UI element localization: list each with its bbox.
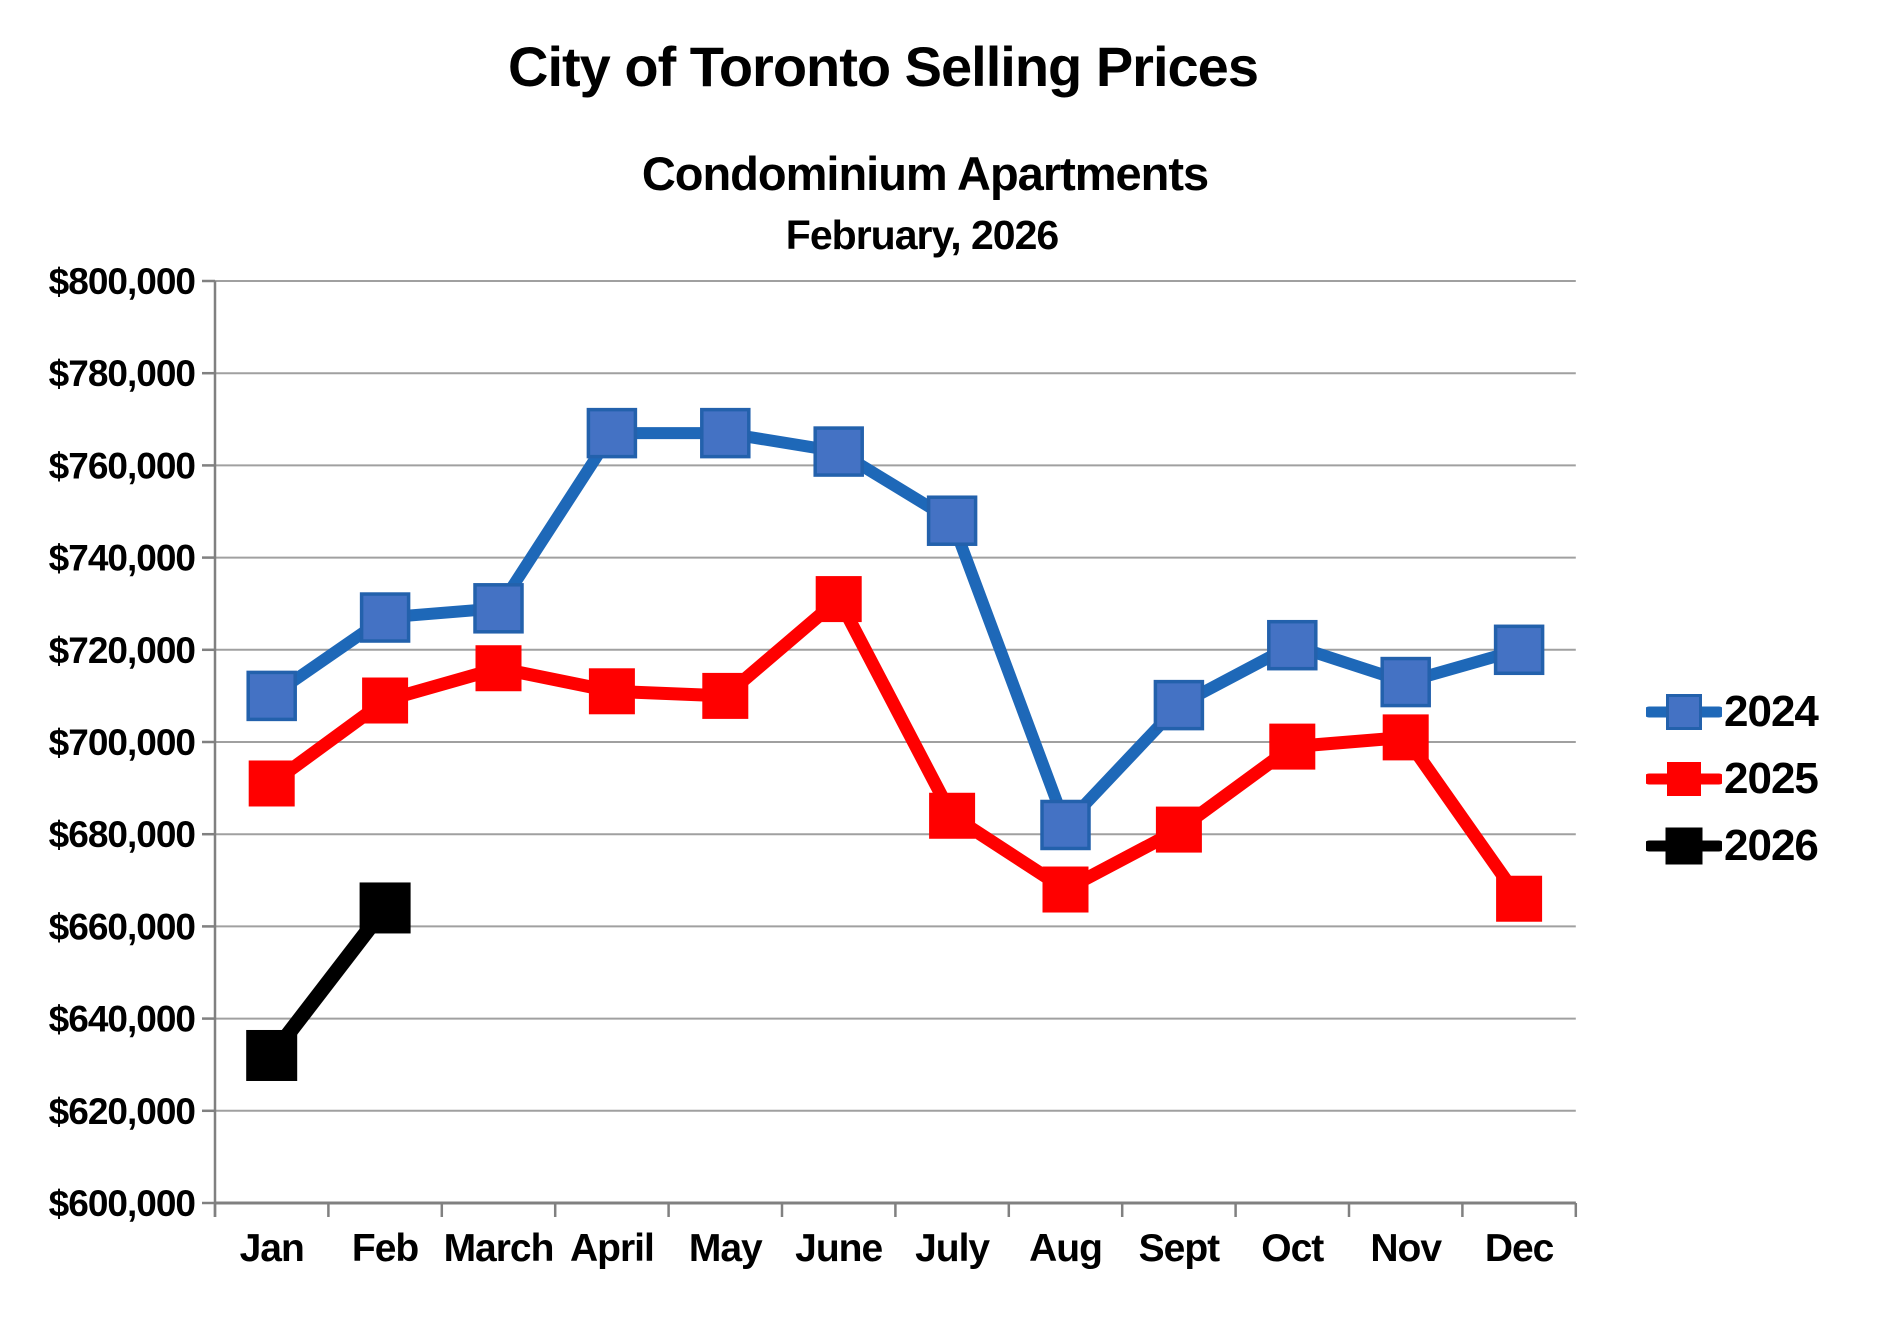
marker-2026-Feb xyxy=(359,882,411,934)
marker-2025-Dec xyxy=(1496,875,1543,922)
marker-2024-May xyxy=(700,407,751,459)
marker-2024-June xyxy=(813,426,864,477)
y-axis-label: $740,000 xyxy=(49,538,196,579)
marker-2024-Aug xyxy=(1040,799,1091,851)
x-axis-label: April xyxy=(570,1227,654,1270)
legend-marker-square xyxy=(1667,762,1701,796)
legend-marker-icon-2026 xyxy=(1646,827,1722,865)
marker-2025-Jan xyxy=(248,760,295,807)
legend-item-2026: 2026 xyxy=(1646,821,1819,870)
y-axis-label: $700,000 xyxy=(49,722,196,763)
marker-2025-April xyxy=(588,668,635,715)
marker-2025-June xyxy=(815,576,862,623)
marker-2024-July xyxy=(926,495,978,546)
marker-2025-July xyxy=(929,792,976,839)
legend-marker-icon-2025 xyxy=(1646,762,1722,796)
y-axis-label: $720,000 xyxy=(49,630,196,671)
x-axis-label: Oct xyxy=(1261,1227,1324,1270)
legend-label-2026: 2026 xyxy=(1724,821,1819,870)
marker-2025-March xyxy=(475,645,522,692)
chart-subtitle: Condominium Apartments xyxy=(641,147,1209,200)
marker-2025-Nov xyxy=(1382,714,1429,761)
chart-title: City of Toronto Selling Prices xyxy=(508,35,1259,98)
marker-2024-Sept xyxy=(1153,679,1205,731)
y-axis-label: $780,000 xyxy=(49,353,196,394)
x-axis-label: March xyxy=(444,1227,554,1270)
legend-marker-square xyxy=(1665,827,1703,865)
legend-label-2025: 2025 xyxy=(1724,754,1819,803)
legend-marker-square xyxy=(1666,694,1702,730)
marker-2025-Oct xyxy=(1269,723,1316,770)
marker-2024-Oct xyxy=(1267,619,1318,671)
legend-label-2024: 2024 xyxy=(1724,687,1819,736)
y-axis-label: $600,000 xyxy=(49,1183,196,1224)
x-axis-label: Dec xyxy=(1485,1227,1554,1270)
marker-2026-Jan xyxy=(246,1029,298,1081)
marker-2024-Feb xyxy=(359,592,411,643)
marker-2025-Aug xyxy=(1042,866,1089,913)
x-axis-label: July xyxy=(915,1227,990,1270)
marker-2024-Nov xyxy=(1380,656,1431,708)
marker-2025-May xyxy=(702,672,749,719)
legend-item-2024: 2024 xyxy=(1646,687,1819,736)
y-axis-label: $660,000 xyxy=(49,906,196,947)
x-axis-label: Feb xyxy=(352,1227,419,1270)
y-axis-label: $800,000 xyxy=(49,261,196,302)
marker-2025-Feb xyxy=(362,677,409,724)
legend-marker-icon-2024 xyxy=(1646,694,1722,730)
series-line-2024 xyxy=(268,427,1521,831)
y-axis-label: $680,000 xyxy=(49,814,196,855)
marker-2024-April xyxy=(586,407,638,459)
x-axis-label: Sept xyxy=(1139,1227,1221,1270)
x-axis-label: June xyxy=(795,1227,882,1270)
y-axis-label: $640,000 xyxy=(49,999,196,1040)
chart-legend: 2024 2025 2026 xyxy=(1646,687,1819,870)
marker-2024-Jan xyxy=(246,670,297,722)
chart-period-label: February, 2026 xyxy=(785,212,1059,258)
y-axis-label: $620,000 xyxy=(49,1091,196,1132)
marker-2024-March xyxy=(473,583,524,634)
x-axis-label: Nov xyxy=(1370,1227,1442,1270)
series-line-2025 xyxy=(267,592,1525,903)
marker-2024-Dec xyxy=(1493,624,1545,676)
marker-2025-Sept xyxy=(1155,806,1202,853)
y-axis-label: $760,000 xyxy=(49,445,196,486)
legend-item-2025: 2025 xyxy=(1646,754,1819,803)
x-axis-label: May xyxy=(689,1227,763,1270)
x-axis-label: Jan xyxy=(240,1227,304,1270)
x-axis-label: Aug xyxy=(1029,1227,1102,1270)
